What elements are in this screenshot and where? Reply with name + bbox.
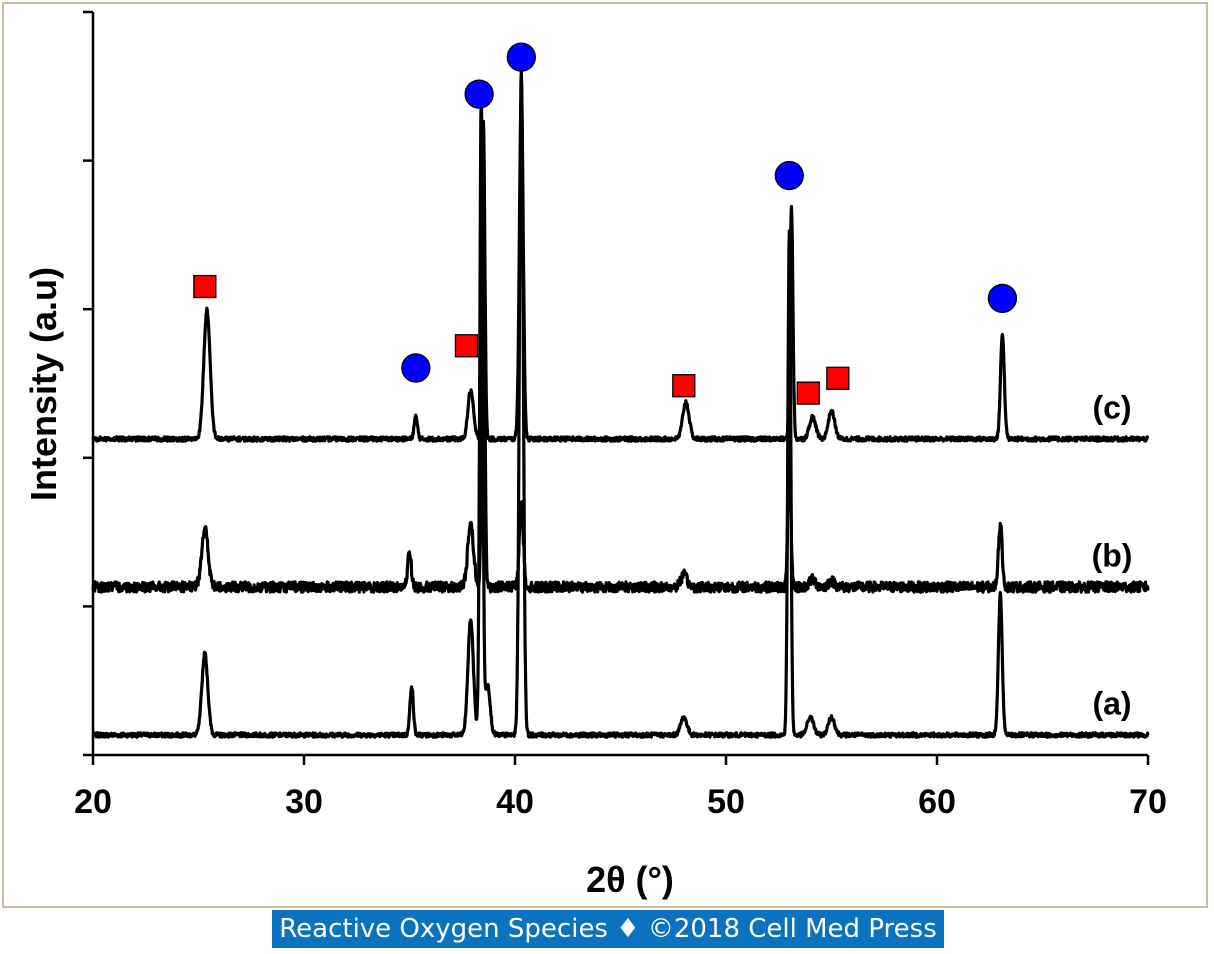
- y-axis-title: Intensity (a.u): [23, 267, 64, 501]
- anatase-square-marker: [796, 381, 820, 405]
- silver-circle-marker: [464, 79, 494, 109]
- series-line-1: [91, 68, 1150, 739]
- x-tick-label: 40: [496, 783, 534, 821]
- anatase-square-marker: [193, 274, 217, 299]
- copyright-footer: Reactive Oxygen Species ♦ ©2018 Cell Med…: [272, 910, 944, 948]
- x-tick-label: 20: [74, 783, 112, 821]
- x-axis-title: 2θ (°): [586, 859, 674, 900]
- x-tick-label: 30: [285, 783, 323, 821]
- silver-circle-marker: [987, 283, 1018, 314]
- series-label-2: (b): [1092, 537, 1133, 573]
- anatase-square-marker: [672, 374, 696, 398]
- x-tick-label: 60: [918, 783, 956, 821]
- anatase-square-marker: [826, 366, 850, 390]
- series-label-1: (a): [1092, 685, 1131, 721]
- series-label-3: (c): [1092, 389, 1131, 425]
- x-tick-label: 70: [1129, 783, 1167, 821]
- anatase-square-marker: [454, 334, 479, 358]
- series-layer: [91, 68, 1150, 739]
- silver-circle-marker: [506, 42, 536, 72]
- axes-layer: 20 30 40 50 60 70: [74, 10, 1167, 821]
- labels-layer: (a) (b) (c): [1092, 389, 1133, 721]
- series-line-2: [91, 243, 1150, 594]
- series-line-3: [91, 90, 1150, 443]
- markers-layer: [193, 42, 1018, 405]
- x-tick-label: 50: [707, 783, 745, 821]
- silver-circle-marker: [774, 160, 804, 191]
- figure-frame: [2, 2, 1208, 908]
- silver-circle-marker: [401, 353, 431, 383]
